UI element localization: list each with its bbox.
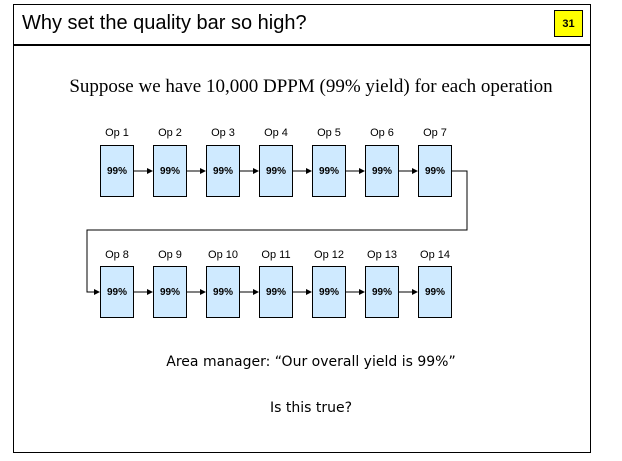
op-label: Op 2 bbox=[158, 127, 182, 139]
op-yield: 99% bbox=[424, 286, 445, 298]
op-box: 99% bbox=[100, 266, 134, 318]
question-text: Is this true? bbox=[269, 400, 353, 416]
op-label: Op 10 bbox=[208, 249, 238, 261]
op-label: Op 14 bbox=[420, 249, 450, 261]
op-label: Op 8 bbox=[105, 249, 129, 261]
op-box: 99% bbox=[206, 145, 240, 197]
op-yield: 99% bbox=[424, 165, 445, 177]
op-box: 99% bbox=[365, 145, 399, 197]
op-yield: 99% bbox=[318, 165, 339, 177]
op-label: Op 12 bbox=[314, 249, 344, 261]
op-yield: 99% bbox=[159, 165, 180, 177]
op-label: Op 13 bbox=[367, 249, 397, 261]
op-box: 99% bbox=[259, 145, 293, 197]
row-connector-arrow bbox=[86, 170, 468, 295]
op-yield: 99% bbox=[371, 286, 392, 298]
op-yield: 99% bbox=[265, 165, 286, 177]
op-yield: 99% bbox=[318, 286, 339, 298]
op-box: 99% bbox=[153, 266, 187, 318]
op-label: Op 7 bbox=[423, 127, 447, 139]
area-manager-quote: Area manager: “Our overall yield is 99%” bbox=[166, 354, 456, 370]
op-box: 99% bbox=[100, 145, 134, 197]
op-yield: 99% bbox=[371, 165, 392, 177]
op-label: Op 4 bbox=[264, 127, 288, 139]
op-box: 99% bbox=[259, 266, 293, 318]
op-label: Op 5 bbox=[317, 127, 341, 139]
op-box: 99% bbox=[365, 266, 399, 318]
op-label: Op 11 bbox=[261, 249, 291, 261]
op-yield: 99% bbox=[265, 286, 286, 298]
op-yield: 99% bbox=[106, 165, 127, 177]
op-label: Op 9 bbox=[158, 249, 182, 261]
op-box: 99% bbox=[418, 266, 452, 318]
op-box: 99% bbox=[418, 145, 452, 197]
op-yield: 99% bbox=[212, 165, 233, 177]
op-box: 99% bbox=[206, 266, 240, 318]
subtitle: Suppose we have 10,000 DPPM (99% yield) … bbox=[69, 76, 553, 97]
op-label: Op 3 bbox=[211, 127, 235, 139]
op-yield: 99% bbox=[159, 286, 180, 298]
op-box: 99% bbox=[312, 266, 346, 318]
slide-number-badge: 31 bbox=[554, 10, 583, 37]
op-yield: 99% bbox=[106, 286, 127, 298]
op-yield: 99% bbox=[212, 286, 233, 298]
slide-title: Why set the quality bar so high? bbox=[22, 12, 307, 34]
op-label: Op 6 bbox=[370, 127, 394, 139]
title-bar bbox=[13, 4, 591, 46]
op-label: Op 1 bbox=[105, 127, 129, 139]
op-box: 99% bbox=[153, 145, 187, 197]
op-box: 99% bbox=[312, 145, 346, 197]
